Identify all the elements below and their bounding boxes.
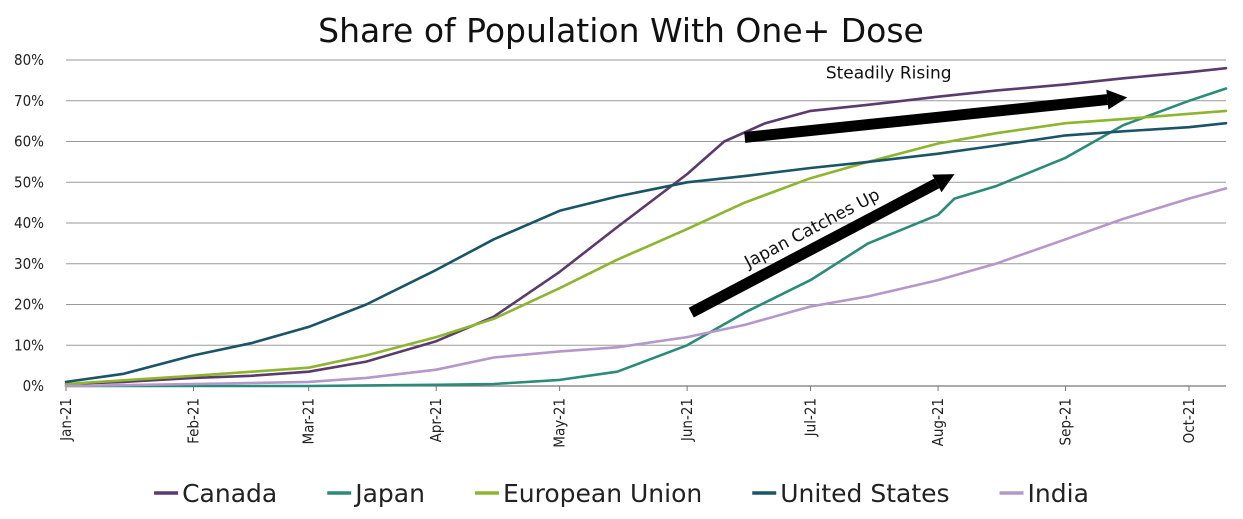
- x-tick-label: Mar-21: [300, 398, 318, 445]
- series-line-canada: [64, 66, 1228, 386]
- x-tick-label: Aug-21: [929, 398, 947, 446]
- legend-item-european-union: European Union: [474, 479, 702, 508]
- gridlines: [66, 59, 1226, 346]
- legend-label: Japan: [353, 479, 425, 508]
- series-lines: [64, 66, 1228, 388]
- legend-item-japan: Japan: [327, 479, 425, 508]
- x-tick-label: Feb-21: [185, 398, 203, 444]
- annotation-arrow-shaft: [688, 178, 940, 318]
- annotation-arrow-head: [932, 174, 955, 193]
- y-tick-label: 70%: [14, 92, 44, 110]
- x-tick-label: Jul-21: [802, 398, 820, 437]
- series-line-india: [64, 187, 1228, 388]
- legend-label: Canada: [182, 479, 277, 508]
- x-tick-label: May-21: [551, 398, 569, 448]
- legend-item-india: India: [999, 479, 1089, 508]
- legend-label: European Union: [503, 479, 702, 508]
- x-tick-label: Oct-21: [1180, 398, 1198, 443]
- legend-item-canada: Canada: [154, 479, 277, 508]
- series-line-european-union: [64, 109, 1228, 386]
- legend-label: United States: [780, 479, 949, 508]
- x-tick-label: Apr-21: [427, 398, 445, 442]
- legend-label: India: [1028, 479, 1089, 508]
- y-tick-label: 10%: [14, 336, 44, 354]
- y-tick-label: 0%: [23, 377, 45, 395]
- series-line-japan: [64, 87, 1228, 388]
- annotation-arrow-shaft: [744, 94, 1108, 143]
- chart-title: Share of Population With One+ Dose: [318, 11, 924, 50]
- y-tick-label: 40%: [14, 214, 44, 232]
- axes: 0% 10% 20% 30% 40% 50% 60% 70% 80% Jan-21 Feb-21 Ma…: [14, 51, 1226, 448]
- series-line-united-states: [64, 121, 1228, 384]
- y-tick-label: 50%: [14, 173, 44, 191]
- annotation-arrow-head: [1106, 89, 1128, 110]
- y-tick-label: 30%: [14, 255, 44, 273]
- y-tick-label: 20%: [14, 296, 44, 314]
- x-tick-label: Jun-21: [678, 398, 696, 442]
- x-tick-label: Sep-21: [1057, 398, 1075, 445]
- y-tick-label: 80%: [14, 51, 44, 69]
- x-tick-label: Jan-21: [57, 398, 75, 442]
- legend-item-united-states: United States: [752, 479, 950, 508]
- legend: Canada Japan European Union United States In…: [154, 479, 1089, 508]
- annotation-label: Steadily Rising: [826, 63, 952, 83]
- y-tick-label: 60%: [14, 133, 44, 151]
